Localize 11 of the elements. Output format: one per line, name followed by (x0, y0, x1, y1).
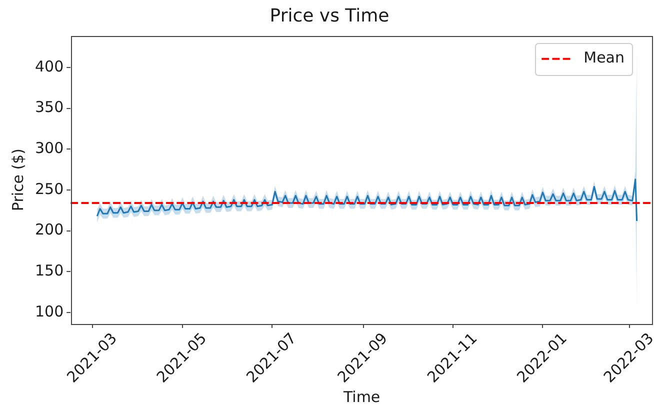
legend-label: Mean (584, 48, 625, 67)
chart-title: Price vs Time (270, 5, 390, 26)
y-tick-label: 100 (34, 302, 64, 320)
y-tick-label: 250 (34, 180, 64, 198)
y-tick-label: 400 (34, 57, 64, 76)
y-tick-label: 150 (34, 262, 64, 280)
y-axis-title: Price ($) (8, 148, 27, 212)
y-tick-label: 350 (34, 98, 64, 116)
y-tick-label: 300 (34, 139, 64, 158)
y-tick-label: 200 (34, 220, 64, 239)
x-axis-title: Time (342, 388, 380, 406)
